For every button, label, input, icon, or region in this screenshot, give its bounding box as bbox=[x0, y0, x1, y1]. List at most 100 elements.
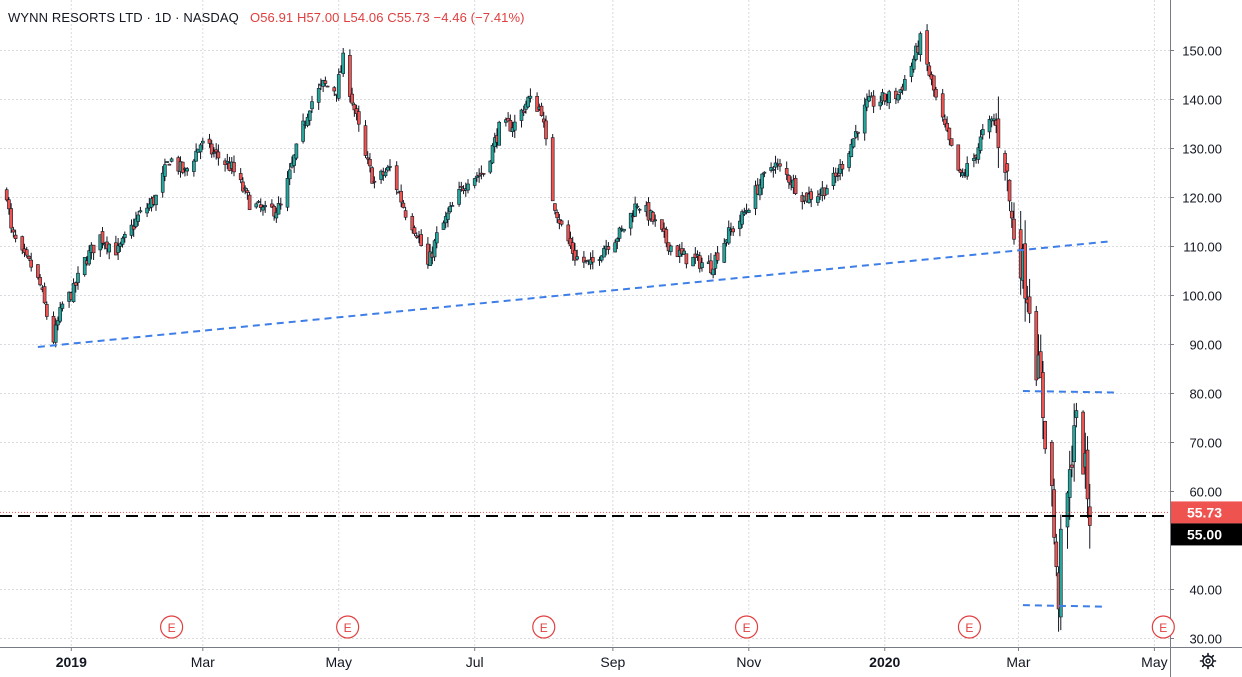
candle bbox=[225, 153, 230, 170]
candle bbox=[1065, 491, 1070, 549]
candle bbox=[29, 252, 34, 272]
candle-body-up bbox=[753, 185, 758, 209]
candle bbox=[4, 187, 9, 202]
candle bbox=[457, 181, 461, 207]
y-tick-label: 30.00 bbox=[1189, 632, 1222, 647]
candle-body-up bbox=[243, 187, 247, 190]
candle-body-down bbox=[232, 162, 236, 173]
candle bbox=[56, 316, 60, 331]
candle-body-down bbox=[38, 277, 42, 286]
candle bbox=[742, 207, 747, 217]
candle bbox=[278, 197, 283, 210]
candle bbox=[840, 161, 845, 177]
candle-body-up bbox=[160, 172, 165, 193]
candle-body-up bbox=[738, 220, 742, 230]
candle-body-up bbox=[107, 243, 111, 253]
candle-body-down bbox=[419, 234, 424, 246]
candle-body-up bbox=[71, 283, 76, 302]
earnings-icon bbox=[1151, 615, 1175, 639]
earnings-label: E bbox=[540, 621, 548, 635]
candle-body-down bbox=[1070, 464, 1074, 468]
candle bbox=[388, 159, 392, 172]
candle bbox=[684, 253, 689, 269]
candle bbox=[731, 226, 736, 236]
candle bbox=[831, 167, 836, 190]
candle bbox=[573, 243, 577, 266]
candle-body-up bbox=[1074, 410, 1079, 418]
candle-body-up bbox=[136, 214, 140, 222]
candle bbox=[927, 61, 932, 78]
candle bbox=[316, 83, 321, 110]
candle bbox=[385, 164, 390, 173]
candle-body-up bbox=[285, 178, 290, 208]
candle-body-down bbox=[372, 180, 377, 183]
candle-body-down bbox=[348, 54, 352, 97]
x-tick-label: Jul bbox=[466, 654, 484, 670]
candle-body-up bbox=[978, 136, 983, 151]
candle bbox=[307, 110, 312, 126]
ohlc-high: H57.00 bbox=[296, 10, 340, 25]
candle-body-up bbox=[341, 52, 346, 74]
candle-body-up bbox=[60, 303, 65, 309]
candle bbox=[352, 102, 357, 117]
candle-body-down bbox=[9, 208, 13, 229]
candle bbox=[771, 165, 776, 178]
candle-body-up bbox=[118, 243, 123, 247]
candle bbox=[909, 62, 914, 83]
candle-body-down bbox=[664, 229, 669, 244]
candle bbox=[760, 173, 764, 195]
candle-body-down bbox=[553, 203, 557, 211]
candle bbox=[118, 241, 123, 253]
candle bbox=[762, 171, 767, 178]
candle-body-down bbox=[1009, 210, 1014, 219]
candle-body-down bbox=[958, 169, 963, 173]
candle-body-up bbox=[682, 250, 686, 255]
candle-body-up bbox=[163, 164, 167, 177]
ohlc-close: C55.73 bbox=[387, 10, 430, 25]
earnings-marker: E bbox=[1151, 615, 1175, 639]
candle-body-up bbox=[1067, 469, 1072, 498]
candle-body-down bbox=[36, 264, 40, 278]
candle bbox=[1052, 478, 1056, 545]
candle bbox=[370, 166, 374, 184]
candle-body-up bbox=[628, 212, 633, 229]
candle-body-up bbox=[256, 201, 261, 203]
earnings-label: E bbox=[965, 621, 973, 635]
legend-separator: · bbox=[175, 10, 180, 25]
candle bbox=[201, 137, 205, 150]
candle bbox=[856, 131, 860, 141]
candle-body-down bbox=[245, 190, 250, 193]
candle-body-down bbox=[241, 181, 245, 192]
candle bbox=[209, 140, 214, 158]
candle-body-down bbox=[323, 80, 328, 84]
candle bbox=[305, 113, 310, 128]
candle-body-down bbox=[131, 226, 136, 230]
candle bbox=[668, 244, 673, 256]
candle bbox=[617, 226, 622, 242]
candle-body-down bbox=[354, 108, 359, 114]
candle-body-up bbox=[198, 144, 203, 153]
symbol-legend: WYNN RESORTS LTD · 1D · NASDAQ O56.91 H5… bbox=[8, 10, 525, 25]
y-tick-label: 140.00 bbox=[1182, 93, 1222, 108]
candle bbox=[490, 143, 495, 165]
candle bbox=[847, 151, 851, 172]
candle-body-down bbox=[368, 159, 372, 167]
candle bbox=[24, 246, 29, 258]
candle-body-down bbox=[370, 167, 374, 184]
candle bbox=[350, 87, 354, 106]
candle bbox=[71, 278, 76, 303]
candle-body-down bbox=[1023, 243, 1027, 299]
candle bbox=[383, 168, 388, 178]
earnings-label: E bbox=[743, 621, 751, 635]
chart-settings-button[interactable] bbox=[1197, 650, 1219, 672]
candle bbox=[7, 197, 11, 215]
candle-body-down bbox=[44, 304, 49, 317]
candle-body-down bbox=[573, 250, 577, 261]
candle bbox=[169, 157, 174, 163]
candle bbox=[541, 111, 546, 128]
candle bbox=[746, 208, 751, 213]
candle-body-up bbox=[165, 161, 169, 163]
candle-body-down bbox=[214, 149, 218, 153]
candle-body-down bbox=[539, 105, 544, 116]
